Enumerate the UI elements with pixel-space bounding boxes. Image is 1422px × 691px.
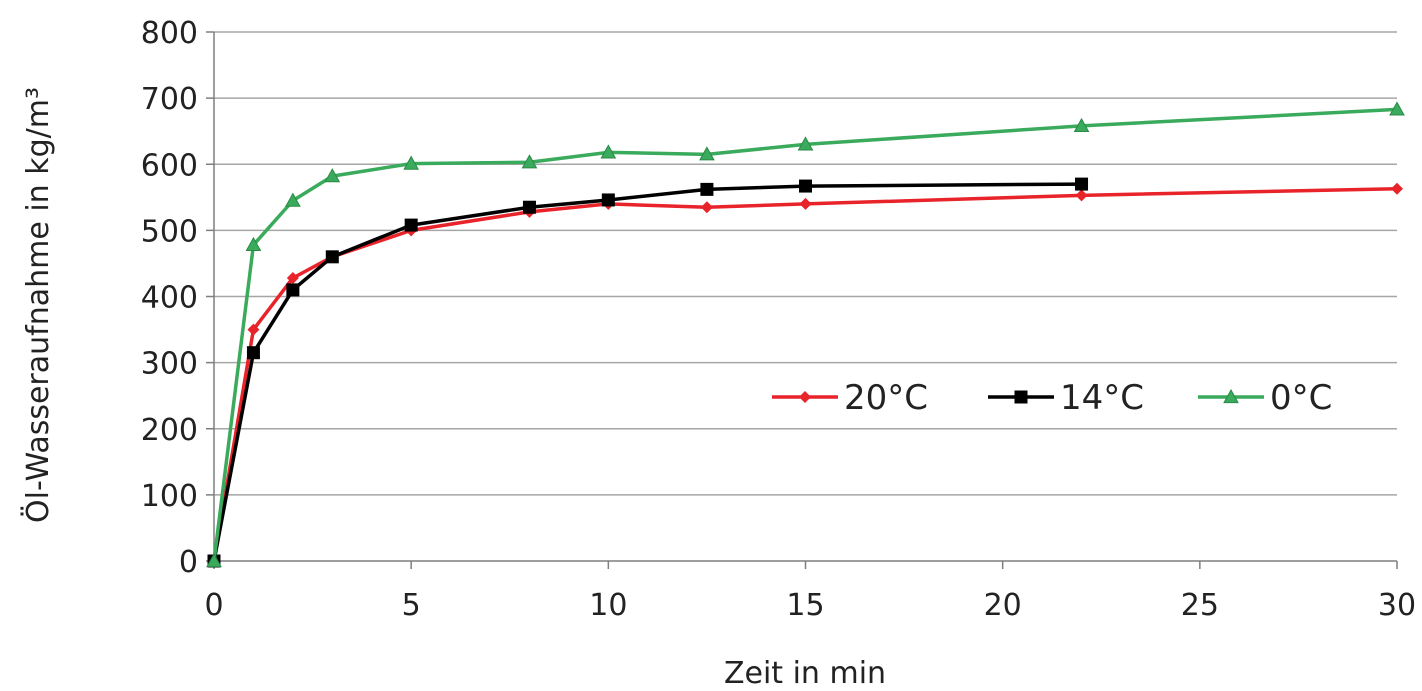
gridlines bbox=[214, 32, 1397, 495]
y-tick-label: 700 bbox=[141, 82, 198, 117]
y-tick-label: 300 bbox=[141, 347, 198, 382]
data-point bbox=[405, 219, 418, 232]
series-14c bbox=[208, 178, 1089, 568]
data-point bbox=[1075, 178, 1088, 191]
data-point bbox=[286, 283, 299, 296]
series-line bbox=[214, 109, 1397, 561]
legend-item: 0°C bbox=[1198, 378, 1332, 418]
data-point bbox=[247, 346, 260, 359]
y-tick-label: 800 bbox=[141, 16, 198, 51]
legend-label: 14°C bbox=[1060, 378, 1144, 418]
x-axis-title: Zeit in min bbox=[724, 656, 886, 691]
legend-item: 14°C bbox=[988, 378, 1144, 418]
series-0c bbox=[207, 102, 1404, 566]
y-tick-labels: 0 100 200 300 400 500 600 700 800 bbox=[141, 16, 198, 580]
y-tick-label: 0 bbox=[179, 545, 198, 580]
y-tick-label: 400 bbox=[141, 281, 198, 316]
x-tick-labels: 0 5 10 15 20 25 30 bbox=[204, 588, 1416, 623]
data-point bbox=[602, 193, 615, 206]
y-tick-label: 600 bbox=[141, 148, 198, 183]
data-point bbox=[286, 194, 300, 207]
data-point bbox=[800, 198, 812, 210]
series-line bbox=[214, 189, 1397, 561]
data-point bbox=[701, 201, 713, 213]
series-lines bbox=[207, 102, 1404, 567]
data-point bbox=[523, 201, 536, 214]
y-axis-title: Öl-Wasseraufnahme in kg/m³ bbox=[20, 87, 56, 523]
data-point bbox=[326, 250, 339, 263]
data-point bbox=[1391, 183, 1403, 195]
legend-label: 0°C bbox=[1270, 378, 1332, 418]
x-tick-label: 30 bbox=[1378, 588, 1416, 623]
legend-item: 20°C bbox=[772, 378, 928, 418]
series-20c bbox=[208, 183, 1403, 567]
series-line bbox=[214, 184, 1082, 561]
y-tick-label: 500 bbox=[141, 214, 198, 249]
x-tick-label: 10 bbox=[589, 588, 627, 623]
x-tick-label: 25 bbox=[1181, 588, 1219, 623]
x-tick-label: 0 bbox=[204, 588, 223, 623]
x-tick-label: 15 bbox=[786, 588, 824, 623]
axes bbox=[206, 32, 1397, 569]
legend-marker bbox=[799, 391, 811, 403]
y-tick-label: 100 bbox=[141, 479, 198, 514]
data-point bbox=[700, 183, 713, 196]
data-point bbox=[799, 180, 812, 193]
x-tick-label: 20 bbox=[984, 588, 1022, 623]
legend-label: 20°C bbox=[844, 378, 928, 418]
data-point bbox=[1076, 189, 1088, 201]
legend-marker bbox=[1015, 391, 1028, 404]
y-tick-label: 200 bbox=[141, 413, 198, 448]
x-tick-label: 5 bbox=[402, 588, 421, 623]
legend: 20°C 14°C 0°C bbox=[772, 378, 1332, 418]
